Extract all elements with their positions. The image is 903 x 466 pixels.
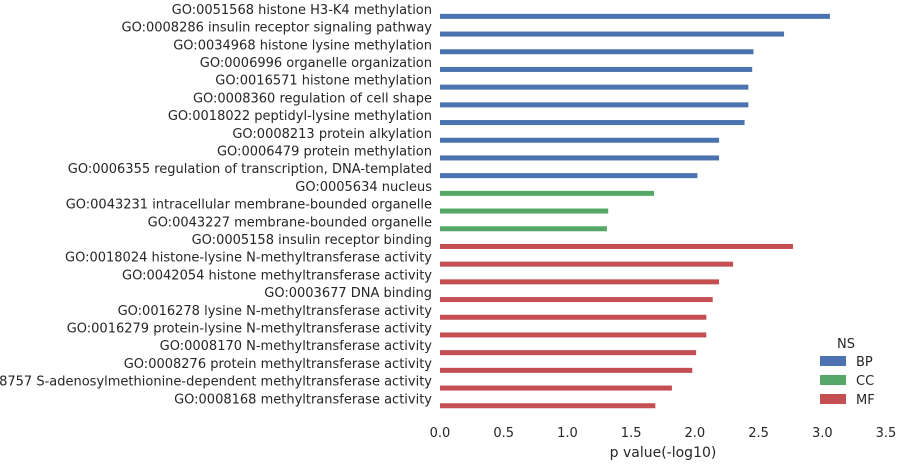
bar-2 (440, 31, 785, 37)
bar-6 (440, 102, 749, 108)
x-tick-label: 1.5 (621, 426, 642, 441)
category-label: GO:0005634 nucleus (295, 180, 432, 195)
category-label: GO:0006996 organelle organization (200, 56, 432, 71)
bar-11 (440, 190, 655, 196)
category-label: GO:0006479 protein methylation (217, 144, 432, 159)
bar-1 (440, 13, 830, 19)
category-label: GO:0008757 S-adenosylmethionine-dependen… (0, 375, 432, 390)
category-label: GO:0008276 protein methyltransferase act… (124, 357, 433, 372)
category-label: GO:0018024 histone-lysine N-methyltransf… (65, 251, 432, 266)
bar-22 (440, 385, 672, 391)
category-label: GO:0016571 histone methylation (215, 74, 432, 89)
bar-9 (440, 155, 720, 161)
category-label: GO:0034968 histone lysine methylation (173, 38, 432, 53)
x-tick-label: 0.0 (430, 426, 451, 441)
bar-16 (440, 279, 720, 285)
bar-15 (440, 261, 734, 267)
category-labels: GO:0051568 histone H3-K4 methylation GO:0… (0, 3, 432, 407)
category-label: GO:0051568 histone H3-K4 methylation (172, 3, 432, 18)
category-label: GO:0043227 membrane-bounded organelle (148, 215, 432, 230)
category-label: GO:0042054 histone methyltransferase act… (122, 268, 432, 283)
category-label: GO:0008213 protein alkylation (232, 127, 432, 142)
legend-title: NS (837, 337, 855, 352)
bar-12 (440, 208, 609, 214)
legend-swatch-cc (820, 375, 846, 385)
category-label: GO:0006355 regulation of transcription, … (68, 162, 432, 177)
bar-21 (440, 367, 693, 373)
bar-5 (440, 84, 749, 90)
x-tick-label: 3.5 (876, 426, 897, 441)
bar-13 (440, 226, 607, 232)
category-label: GO:0003677 DNA binding (264, 286, 432, 301)
x-tick-label: 2.5 (748, 426, 769, 441)
legend-swatch-mf (820, 394, 846, 404)
x-tick-label: 3.0 (812, 426, 833, 441)
category-label: GO:0016278 lysine N-methyltransferase ac… (118, 304, 433, 319)
x-tick-label: 2.0 (685, 426, 706, 441)
legend-label-bp: BP (856, 355, 873, 370)
legend-swatch-bp (820, 356, 846, 366)
bar-7 (440, 120, 745, 126)
x-tick-labels: 0.0 0.5 1.0 1.5 2.0 2.5 3.0 3.5 (430, 426, 897, 441)
bar-19 (440, 332, 707, 338)
category-label: GO:0008170 N-methyltransferase activity (160, 339, 433, 354)
x-axis-label: p value(-log10) (610, 445, 717, 461)
category-label: GO:0016279 protein-lysine N-methyltransf… (67, 321, 433, 336)
category-label: GO:0005158 insulin receptor binding (192, 233, 432, 248)
x-tick-label: 1.0 (557, 426, 578, 441)
legend-label-cc: CC (856, 374, 874, 389)
bar-23 (440, 403, 656, 409)
bar-4 (440, 66, 753, 72)
category-label: GO:0008286 insulin receptor signaling pa… (122, 21, 433, 36)
category-label: GO:0008360 regulation of cell shape (193, 91, 432, 106)
bar-3 (440, 49, 754, 55)
category-label: GO:0043231 intracellular membrane-bounde… (66, 198, 432, 213)
bar-8 (440, 137, 720, 143)
x-tick-label: 0.5 (493, 426, 514, 441)
category-label: GO:0018022 peptidyl-lysine methylation (168, 109, 432, 124)
legend: NS BP CC MF (820, 337, 875, 408)
bar-17 (440, 297, 713, 303)
bar-10 (440, 173, 698, 179)
bars-group (440, 13, 830, 409)
category-label: GO:0008168 methyltransferase activity (174, 392, 432, 407)
bar-18 (440, 314, 707, 320)
legend-label-mf: MF (856, 393, 875, 408)
bar-20 (440, 350, 697, 356)
bar-14 (440, 243, 793, 249)
